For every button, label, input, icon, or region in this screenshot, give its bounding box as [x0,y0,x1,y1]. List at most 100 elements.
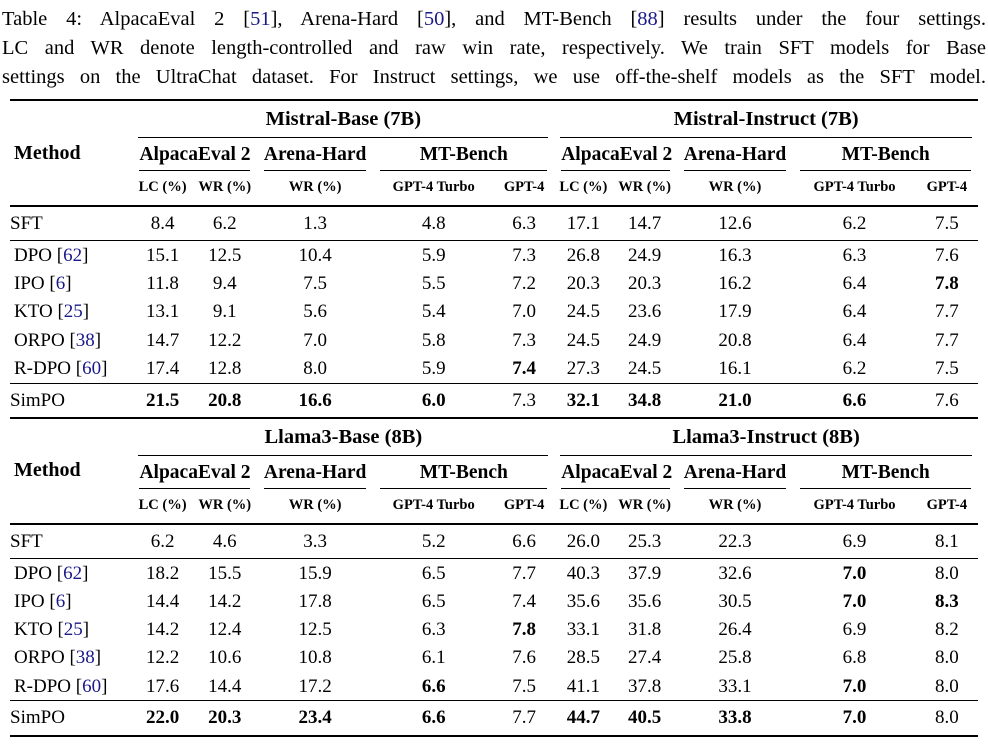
citation-link[interactable]: 60 [82,675,102,697]
table-section: SimPO 22.0 20.3 23.4 6.6 7.7 44.7 40.5 33.8 7.0 8.… [10,700,978,736]
value-cell: 6.2 [842,213,867,234]
value-cell: 41.1 [566,675,600,697]
method-cell: ORPO [38] [14,647,102,669]
value-cell: 33.1 [718,675,752,697]
citation-link[interactable]: 25 [63,301,83,323]
citation-link[interactable]: 62 [63,244,83,266]
model-group-title: Llama3-Instruct (8B) [560,426,972,456]
header-row-metrics: LC (%) WR (%) WR (%) GPT-4 Turbo GPT-4 LC (%)… [10,171,978,206]
value-cell: 37.8 [627,675,662,697]
results-table-2: Method Llama3-Base (8B) Llama3-Instruct (8… [10,419,978,737]
citation-link[interactable]: 50 [423,8,445,30]
table-row: SimPO 22.0 20.3 23.4 6.6 7.7 44.7 40.5 33.8 7.0 8.… [10,701,978,736]
value-cell: 10.6 [208,647,242,669]
value-cell: 40.5 [627,707,662,729]
value-cell: 6.6 [421,675,446,697]
value-cell: 23.4 [298,707,332,729]
citation-link[interactable]: 60 [82,357,102,379]
method-label: IPO [14,590,45,612]
benchmark-header: AlpacaEval 2 [132,138,256,171]
value-cell: 8.1 [934,530,959,552]
value-cell: 9.1 [212,301,237,323]
value-cell: 7.0 [512,301,536,323]
citation-link[interactable]: 51 [250,8,271,30]
value-cell: 15.5 [208,562,242,584]
benchmark-title: MT-Bench [800,462,971,489]
citation-link[interactable]: 62 [63,562,83,584]
metric-header: LC (%) [559,179,608,195]
method-label: SimPO [10,389,65,411]
value-cell: 24.5 [566,301,600,323]
metric-header: GPT-4 Turbo [813,496,896,513]
value-cell: 14.4 [208,675,242,697]
table-section: SFT 8.4 6.2 1.3 4.8 6.3 17.1 14.7 12.6 6.2 7.5 [10,206,978,241]
value-cell: 7.6 [934,244,959,266]
value-cell: 33.8 [718,707,752,729]
value-cell: 40.3 [566,562,600,584]
metric-header: LC (%) [138,179,187,195]
method-label: R-DPO [14,675,72,697]
method-label: SFT [10,530,43,552]
value-cell: 21.0 [718,389,752,411]
benchmark-title: AlpacaEval 2 [561,144,672,171]
value-cell: 6.3 [842,244,867,266]
caption-text: Table 4: AlpacaEval 2 [ [2,8,251,30]
value-cell: 17.2 [298,675,332,697]
citation-link[interactable]: 6 [55,590,66,612]
table-caption: Table 4: AlpacaEval 2 [51], Arena-Hard [… [0,0,988,92]
header-row-metrics: LC (%) WR (%) WR (%) GPT-4 Turbo GPT-4 LC (%)… [10,489,978,524]
metric-header: WR (%) [618,496,671,513]
header-row-groups: Method Llama3-Base (8B) Llama3-Instruct (8… [10,419,978,481]
value-cell: 14.2 [208,590,242,612]
value-cell: 16.2 [718,273,752,295]
caption-text: settings on the UltraChat dataset. For I… [2,66,986,88]
value-cell: 8.0 [934,675,959,697]
method-label: ORPO [14,329,65,351]
benchmark-header: MT-Bench [373,456,554,489]
benchmark-header: MT-Bench [373,138,554,171]
citation-link[interactable]: 88 [637,8,658,30]
value-cell: 14.7 [627,213,662,234]
method-column-header: Method [14,459,81,482]
table-row: KTO [25] 14.2 12.4 12.5 6.3 7.8 33.1 31.8 26.4 6.… [10,616,978,644]
method-label: KTO [14,301,53,323]
metric-header: WR (%) [618,179,671,195]
citation-link[interactable]: 25 [63,619,83,641]
method-cell: SimPO [10,701,132,736]
value-cell: 8.0 [934,707,959,729]
value-cell: 4.6 [212,530,237,552]
metric-header: WR (%) [288,496,342,513]
value-cell: 5.2 [421,530,446,552]
value-cell: 7.8 [512,619,536,641]
benchmark-header: Arena-Hard [677,456,794,489]
value-cell: 6.4 [842,329,867,351]
value-cell: 17.4 [145,357,180,379]
model-group-title: Llama3-Base (8B) [138,426,549,456]
value-cell: 8.0 [934,562,959,584]
metric-header: GPT-4 Turbo [392,179,475,195]
value-cell: 14.2 [145,619,180,641]
caption-text: ], and MT-Bench [ [444,8,638,30]
value-cell: 11.8 [146,273,179,295]
value-cell: 3.3 [303,530,328,552]
value-cell: 16.6 [298,389,332,411]
value-cell: 7.0 [842,562,867,584]
method-cell: DPO [62] [14,244,89,266]
citation-link[interactable]: 6 [55,273,66,295]
caption-text: ] results under the four settings. [657,8,986,30]
citation-link[interactable]: 38 [75,647,95,669]
method-label: IPO [14,273,45,295]
value-cell: 28.5 [566,647,600,669]
value-cell: 18.2 [145,562,180,584]
caption-line: Table 4: AlpacaEval 2 [51], Arena-Hard [… [2,5,986,34]
table-section: SimPO 21.5 20.8 16.6 6.0 7.3 32.1 34.8 21.0 6.6 7.… [10,383,978,418]
model-group-header: Llama3-Instruct (8B) [554,419,978,456]
value-cell: 10.8 [298,647,332,669]
metric-header: GPT-4 Turbo [813,179,896,195]
metric-header: WR (%) [288,179,342,195]
caption-text: ], Arena-Hard [ [270,8,424,30]
citation-link[interactable]: 38 [75,329,95,351]
value-cell: 30.5 [718,590,752,612]
benchmark-header: MT-Bench [793,456,978,489]
value-cell: 7.3 [512,329,536,351]
